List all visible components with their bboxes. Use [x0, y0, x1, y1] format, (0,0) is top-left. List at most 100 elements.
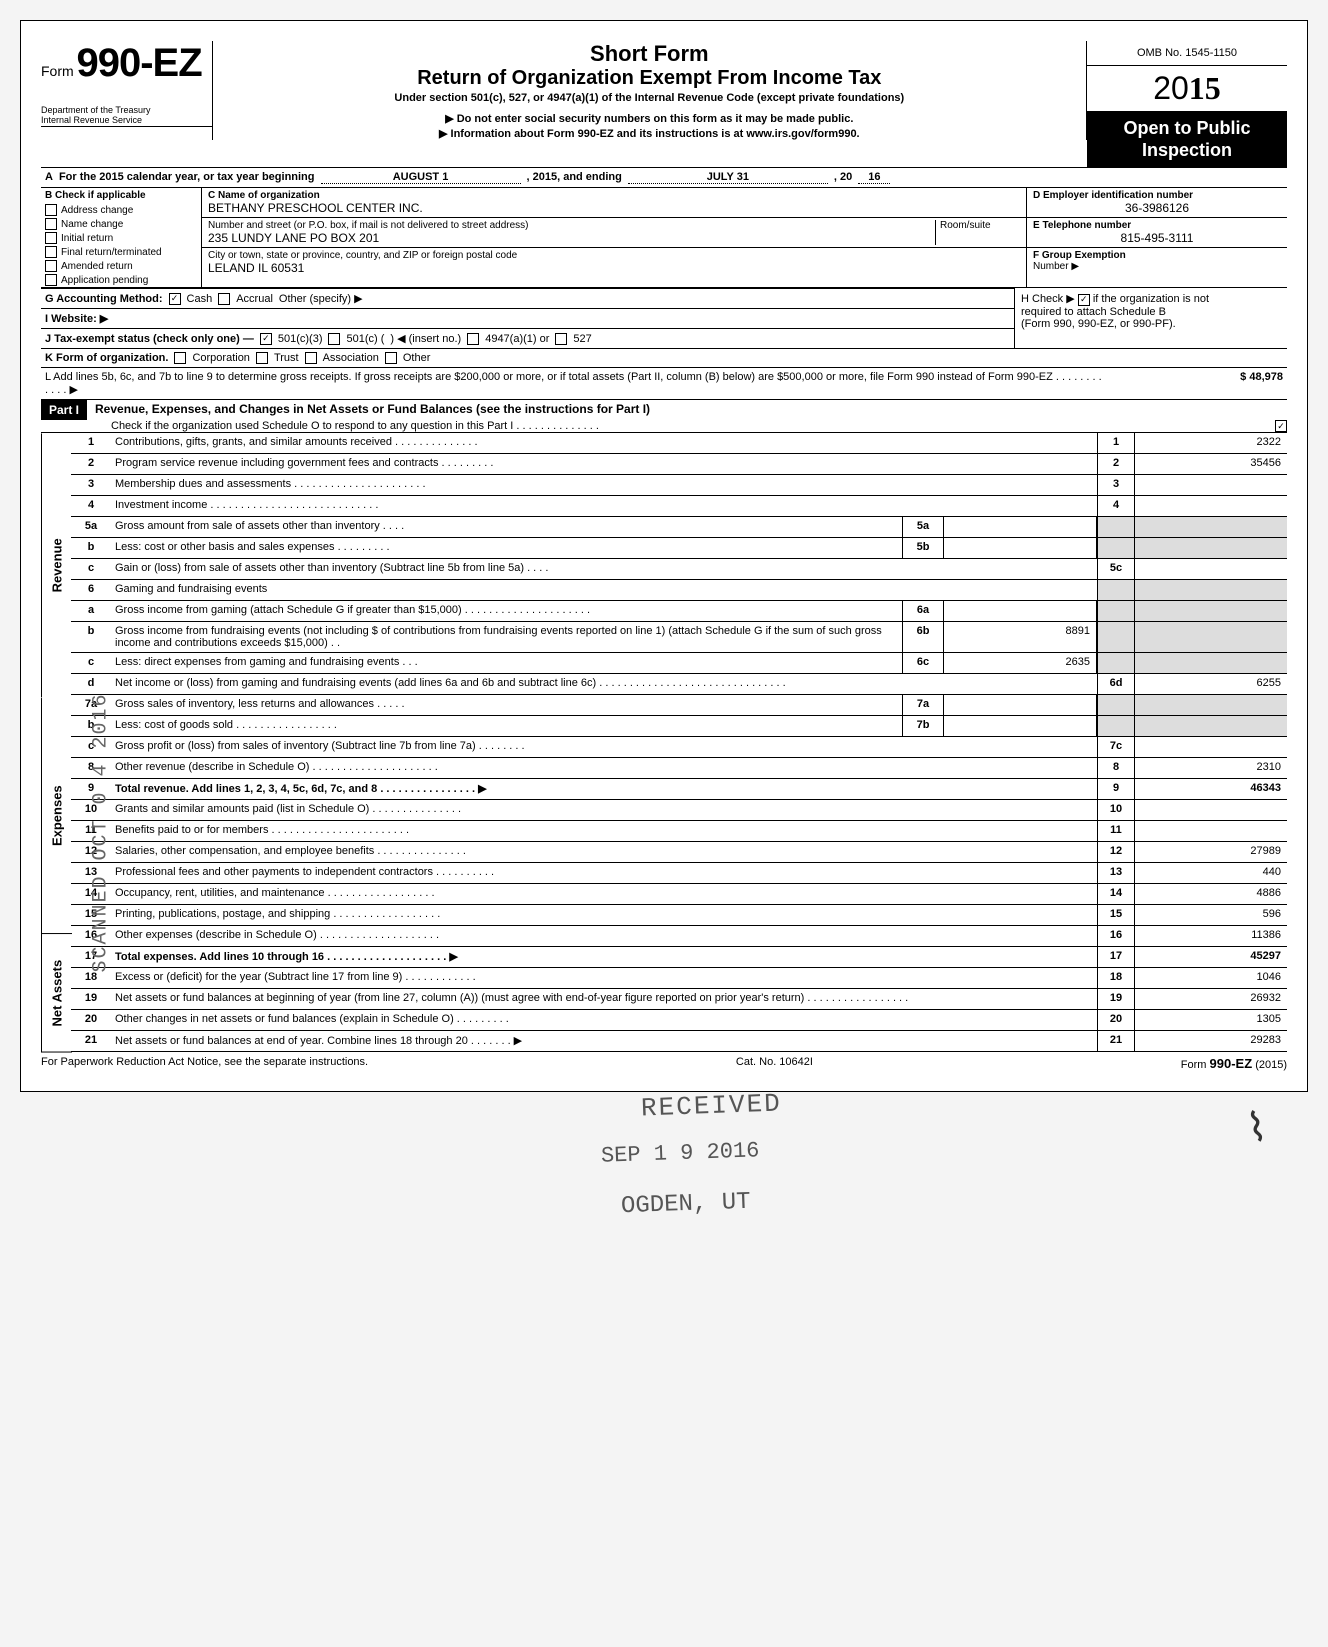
side-net-assets: Net Assets: [41, 934, 72, 1053]
gross-receipts: 48,978: [1249, 371, 1283, 383]
tax-year: 20201515: [1087, 66, 1287, 112]
org-city: LELAND IL 60531: [208, 261, 1020, 275]
side-revenue: Revenue: [41, 433, 72, 697]
chk-assoc[interactable]: [305, 352, 317, 364]
end-value: 440: [1135, 863, 1287, 883]
line-12: 12Salaries, other compensation, and empl…: [71, 842, 1287, 863]
subtitle: Under section 501(c), 527, or 4947(a)(1)…: [223, 92, 1076, 104]
line-desc: Other changes in net assets or fund bala…: [111, 1010, 1097, 1030]
line-desc: Grants and similar amounts paid (list in…: [111, 800, 1097, 820]
chk-final-return[interactable]: Final return/terminated: [41, 245, 201, 259]
chk-cash[interactable]: ✓: [169, 293, 181, 305]
form-page: SCANNED OCT 0 4 2016 Form 990-EZ Departm…: [20, 20, 1308, 1092]
chk-initial-return[interactable]: Initial return: [41, 231, 201, 245]
line-20: 20Other changes in net assets or fund ba…: [71, 1010, 1287, 1031]
section-b: B Check if applicable Address change Nam…: [41, 187, 1287, 287]
line-desc: Total expenses. Add lines 10 through 16 …: [111, 947, 1097, 967]
open-to-public: Open to Public Inspection: [1087, 112, 1287, 167]
line-num: c: [71, 559, 111, 579]
end-label: 6d: [1097, 674, 1135, 694]
chk-other-org[interactable]: [385, 352, 397, 364]
chk-application-pending[interactable]: Application pending: [41, 273, 201, 287]
end-value: 2310: [1135, 758, 1287, 778]
line-b: bLess: cost of goods sold . . . . . . . …: [71, 716, 1287, 737]
line-desc: Professional fees and other payments to …: [111, 863, 1097, 883]
chk-4947[interactable]: [467, 333, 479, 345]
line-6: 6Gaming and fundraising events: [71, 580, 1287, 601]
chk-501c3[interactable]: ✓: [260, 333, 272, 345]
end-value: 46343: [1135, 779, 1287, 799]
line-desc: Less: cost of goods sold . . . . . . . .…: [111, 716, 902, 736]
mini-label: 5a: [902, 517, 944, 537]
header: Form 990-EZ Department of the Treasury I…: [41, 41, 1287, 167]
end-value: 2322: [1135, 433, 1287, 453]
line-9: 9Total revenue. Add lines 1, 2, 3, 4, 5c…: [71, 779, 1287, 800]
line-desc: Program service revenue including govern…: [111, 454, 1097, 474]
chk-corp[interactable]: [174, 352, 186, 364]
row-l: L Add lines 5b, 6c, and 7b to line 9 to …: [41, 367, 1287, 399]
line-desc: Gain or (loss) from sale of assets other…: [111, 559, 1097, 579]
form-prefix: Form: [41, 63, 74, 79]
row-j: J Tax-exempt status (check only one) — ✓…: [41, 328, 1014, 348]
line-num: 5a: [71, 517, 111, 537]
warn-info: ▶ Information about Form 990-EZ and its …: [223, 127, 1076, 140]
chk-accrual[interactable]: [218, 293, 230, 305]
line-num: 4: [71, 496, 111, 516]
line-desc: Gross income from fundraising events (no…: [111, 622, 902, 652]
mini-value: [944, 716, 1097, 736]
line-desc: Gross profit or (loss) from sales of inv…: [111, 737, 1097, 757]
line-21: 21Net assets or fund balances at end of …: [71, 1031, 1287, 1052]
line-desc: Net assets or fund balances at beginning…: [111, 989, 1097, 1009]
end-label: 16: [1097, 926, 1135, 946]
mini-label: 7b: [902, 716, 944, 736]
stamp-date: SEP 1 9 2016: [601, 1138, 760, 1169]
title-short-form: Short Form: [223, 41, 1076, 67]
end-label: 3: [1097, 475, 1135, 495]
data-grid: Revenue Expenses Net Assets 1Contributio…: [41, 432, 1287, 1052]
line-8: 8Other revenue (describe in Schedule O) …: [71, 758, 1287, 779]
chk-schedule-b[interactable]: ✓: [1078, 294, 1090, 306]
chk-address-change[interactable]: Address change: [41, 203, 201, 217]
line-num: 6: [71, 580, 111, 600]
chk-name-change[interactable]: Name change: [41, 217, 201, 231]
title-block: Short Form Return of Organization Exempt…: [212, 41, 1087, 140]
line-14: 14Occupancy, rent, utilities, and mainte…: [71, 884, 1287, 905]
row-k: K Form of organization. Corporation Trus…: [41, 348, 1287, 367]
title-return: Return of Organization Exempt From Incom…: [223, 67, 1076, 90]
form-number: 990-EZ: [76, 41, 201, 85]
mini-label: 5b: [902, 538, 944, 558]
warn-ssn: ▶ Do not enter social security numbers o…: [223, 112, 1076, 125]
mini-value: 2635: [944, 653, 1097, 673]
col-c: C Name of organization BETHANY PRESCHOOL…: [202, 188, 1027, 287]
mini-label: 7a: [902, 695, 944, 715]
chk-trust[interactable]: [256, 352, 268, 364]
end-label: 20: [1097, 1010, 1135, 1030]
line-desc: Gaming and fundraising events: [111, 580, 1097, 600]
chk-501c[interactable]: [328, 333, 340, 345]
line-num: a: [71, 601, 111, 621]
line-1: 1Contributions, gifts, grants, and simil…: [71, 433, 1287, 454]
mini-value: 8891: [944, 622, 1097, 652]
line-desc: Less: cost or other basis and sales expe…: [111, 538, 902, 558]
end-label: 15: [1097, 905, 1135, 925]
end-value: [1135, 737, 1287, 757]
omb-number: OMB No. 1545-1150: [1087, 41, 1287, 66]
end-value: 45297: [1135, 947, 1287, 967]
chk-schedule-o[interactable]: ✓: [1275, 420, 1287, 432]
signature-mark: ⌇: [1244, 1103, 1271, 1153]
side-expenses: Expenses: [41, 698, 72, 934]
line-c: cGain or (loss) from sale of assets othe…: [71, 559, 1287, 580]
chk-527[interactable]: [555, 333, 567, 345]
end-label: 21: [1097, 1031, 1135, 1051]
end-label: 12: [1097, 842, 1135, 862]
end-label: 2: [1097, 454, 1135, 474]
line-desc: Gross amount from sale of assets other t…: [111, 517, 902, 537]
line-desc: Gross sales of inventory, less returns a…: [111, 695, 902, 715]
line-desc: Membership dues and assessments . . . . …: [111, 475, 1097, 495]
right-header: OMB No. 1545-1150 20201515 Open to Publi…: [1087, 41, 1287, 167]
box-h: H Check ▶ ✓ if the organization is not r…: [1014, 288, 1287, 348]
chk-amended[interactable]: Amended return: [41, 259, 201, 273]
ein: 36-3986126: [1033, 201, 1281, 215]
end-year: 16: [858, 171, 890, 184]
stamp-location: OGDEN, UT: [621, 1189, 751, 1221]
